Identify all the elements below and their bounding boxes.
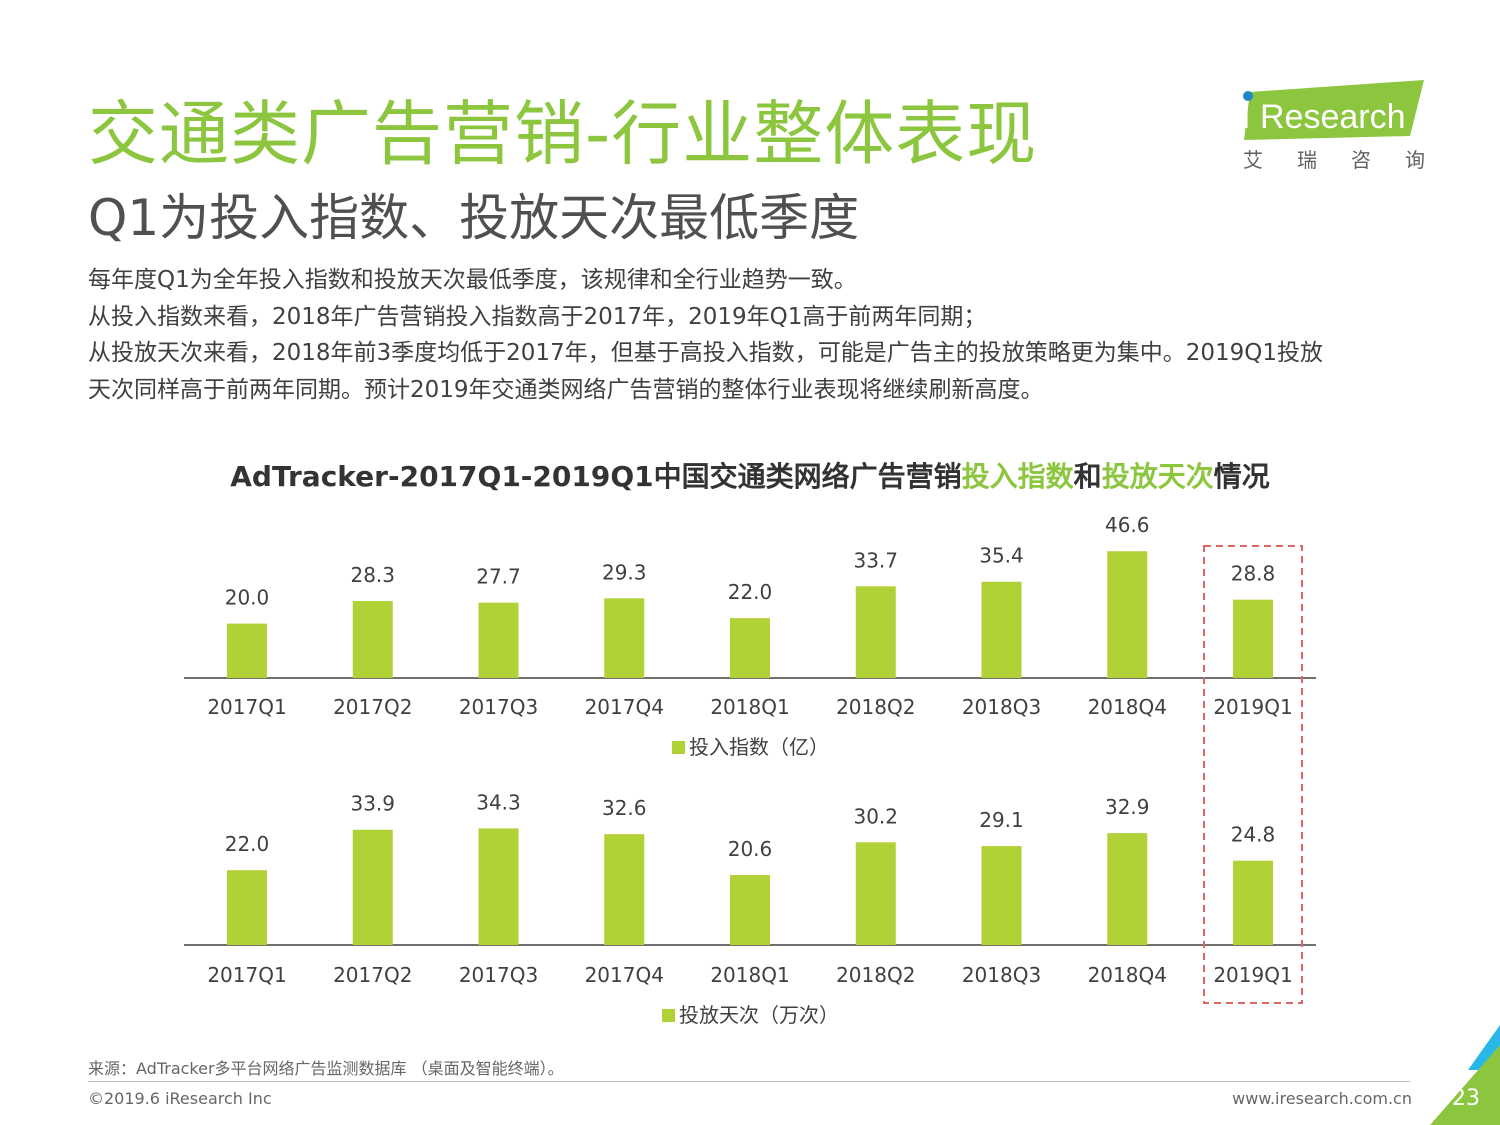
copyright: ©2019.6 iResearch Inc: [88, 1089, 272, 1108]
chart-title-investment: 投入指数: [961, 460, 1074, 493]
bar-2018Q4: [1107, 551, 1148, 678]
data-label-2019Q1: 24.8: [1231, 823, 1276, 847]
category-label-2017Q3: 2017Q3: [459, 963, 538, 987]
bar-2018Q4: [1107, 833, 1148, 945]
bar-2017Q4: [604, 834, 645, 945]
data-label-2018Q2: 30.2: [853, 804, 898, 828]
summary-line-4: 天次同样高于前两年同期。预计2019年交通类网络广告营销的整体行业表现将继续刷新…: [88, 376, 1044, 403]
legend-label: 投入指数（亿）: [689, 735, 829, 759]
data-label-2017Q2: 28.3: [350, 563, 395, 587]
data-label-2017Q4: 29.3: [602, 560, 647, 584]
logo-brand-i: i: [1242, 95, 1250, 136]
page-subtitle: Q1为投入指数、投放天次最低季度: [88, 189, 860, 247]
summary-line-3: 从投放天次来看，2018年前3季度均低于2017年，但基于高投入指数，可能是广告…: [88, 340, 1323, 366]
data-label-2017Q4: 32.6: [602, 796, 647, 820]
category-label-2018Q3: 2018Q3: [962, 963, 1041, 987]
summary-line-1: 每年度Q1为全年投入指数和投放天次最低季度，该规律和全行业趋势一致。: [88, 267, 857, 293]
category-label-2017Q1: 2017Q1: [207, 695, 286, 719]
category-label-2017Q2: 2017Q2: [333, 695, 412, 719]
category-label-2018Q1: 2018Q1: [710, 963, 789, 987]
data-label-2018Q4: 32.9: [1105, 795, 1150, 819]
logo-brand-text: Research: [1260, 98, 1406, 136]
category-label-2018Q4: 2018Q4: [1088, 963, 1167, 987]
source-note: 来源：AdTracker多平台网络广告监测数据库 （桌面及智能终端）。: [88, 1059, 564, 1078]
logo-chinese: 艾瑞咨询: [1243, 148, 1459, 172]
data-label-2019Q1: 28.8: [1231, 562, 1276, 586]
data-label-2018Q4: 46.6: [1105, 513, 1150, 537]
footer-divider: [88, 1081, 1410, 1082]
data-label-2017Q1: 22.0: [225, 832, 270, 856]
chart-title-part1: AdTracker-2017Q1-2019Q1中国交通类网络广告营销: [230, 460, 962, 493]
data-label-2018Q2: 33.7: [853, 548, 898, 572]
bar-2019Q1: [1233, 599, 1273, 678]
bar-2017Q3: [478, 602, 519, 678]
iresearch-logo: i Research: [1242, 80, 1424, 140]
bar-2018Q1: [730, 874, 770, 945]
bar-2017Q2: [352, 601, 393, 678]
category-label-2018Q2: 2018Q2: [836, 695, 915, 719]
category-label-2019Q1: 2019Q1: [1213, 695, 1292, 719]
data-label-2018Q1: 22.0: [728, 580, 773, 604]
bar-2018Q2: [855, 842, 896, 945]
category-label-2017Q4: 2017Q4: [585, 695, 664, 719]
chart-title-and: 和: [1073, 460, 1102, 493]
chart-title-part5: 情况: [1213, 460, 1270, 493]
bar-2017Q1: [227, 870, 267, 945]
bar-2018Q2: [855, 586, 896, 678]
chart-title-placement: 投放天次: [1101, 460, 1214, 493]
legend-swatch: [672, 741, 685, 754]
category-label-2018Q3: 2018Q3: [962, 695, 1041, 719]
page-title: 交通类广告营销-行业整体表现: [88, 93, 1038, 175]
data-label-2017Q2: 33.9: [350, 792, 395, 816]
highlight-box-2019q1: [1203, 545, 1303, 1004]
data-label-2018Q3: 29.1: [979, 808, 1024, 832]
bar-2018Q3: [981, 846, 1022, 945]
data-label-2017Q3: 34.3: [476, 790, 521, 814]
summary-text: 每年度Q1为全年投入指数和投放天次最低季度，该规律和全行业趋势一致。 从投入指数…: [88, 262, 1428, 408]
category-label-2017Q2: 2017Q2: [333, 963, 412, 987]
chart-title: AdTracker-2017Q1-2019Q1中国交通类网络广告营销投入指数和投…: [0, 455, 1500, 495]
bar-2018Q1: [730, 618, 770, 678]
category-label-2017Q1: 2017Q1: [207, 963, 286, 987]
bar-2017Q4: [604, 598, 645, 678]
bar-2017Q3: [478, 828, 519, 945]
summary-line-2: 从投入指数来看，2018年广告营销投入指数高于2017年，2019年Q1高于前两…: [88, 303, 987, 330]
category-label-2018Q2: 2018Q2: [836, 963, 915, 987]
category-label-2018Q4: 2018Q4: [1088, 695, 1167, 719]
category-label-2017Q3: 2017Q3: [459, 695, 538, 719]
bar-2017Q1: [227, 623, 267, 678]
bar-2018Q3: [981, 581, 1022, 678]
category-label-2017Q4: 2017Q4: [585, 963, 664, 987]
category-label-2018Q1: 2018Q1: [710, 695, 789, 719]
website-link[interactable]: www.iresearch.com.cn: [1232, 1089, 1412, 1108]
legend-label: 投放天次（万次）: [679, 1003, 839, 1027]
legend-swatch: [662, 1009, 675, 1022]
data-label-2018Q3: 35.4: [979, 544, 1024, 568]
category-label-2019Q1: 2019Q1: [1213, 963, 1292, 987]
bar-2019Q1: [1233, 860, 1273, 945]
data-label-2017Q1: 20.0: [225, 586, 270, 610]
data-label-2017Q3: 27.7: [476, 565, 521, 589]
bar-2017Q2: [352, 829, 393, 945]
data-label-2018Q1: 20.6: [728, 837, 773, 861]
page-number: 23: [1452, 1086, 1480, 1111]
